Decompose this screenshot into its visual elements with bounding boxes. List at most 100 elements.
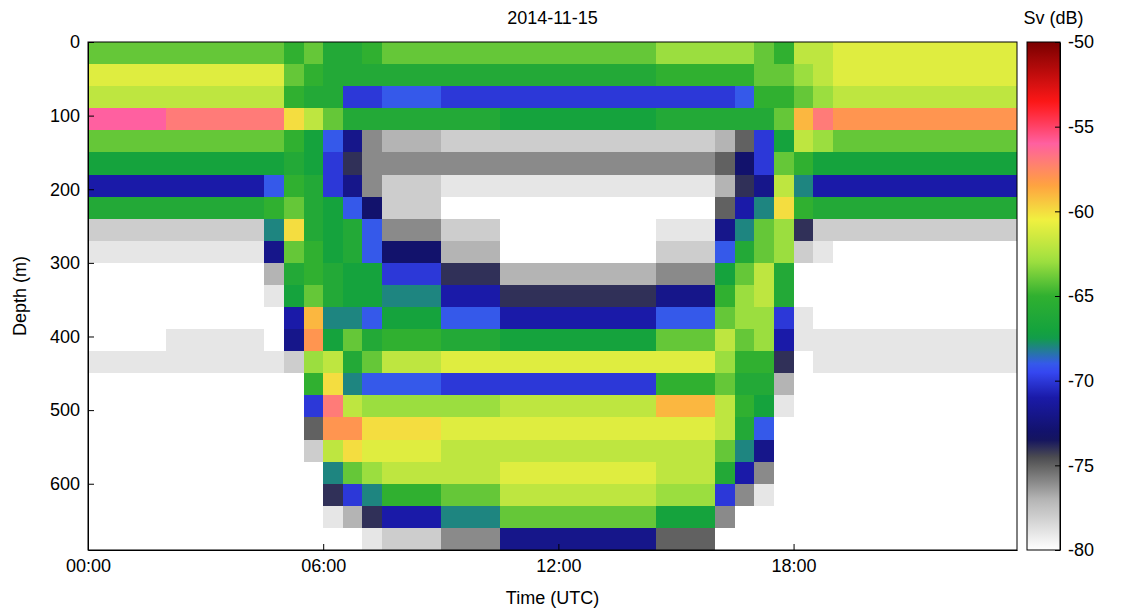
cell (441, 152, 461, 175)
cell (715, 528, 735, 550)
cell (794, 219, 814, 242)
cell (813, 219, 833, 242)
cell (715, 373, 735, 396)
tick-mark (88, 484, 94, 485)
cell (774, 351, 794, 374)
cell (323, 241, 343, 264)
cell (480, 152, 500, 175)
cell (931, 285, 951, 308)
cell (852, 42, 872, 65)
cell (88, 219, 108, 242)
cell (696, 528, 716, 550)
cell (1009, 64, 1017, 87)
cell (480, 351, 500, 374)
cell (794, 175, 814, 198)
cell (480, 373, 500, 396)
cell (656, 219, 676, 242)
cell (362, 417, 382, 440)
cell (911, 219, 931, 242)
cell (656, 307, 676, 330)
cell (637, 42, 657, 65)
cell (186, 241, 206, 264)
cell (304, 197, 324, 220)
cell (754, 528, 774, 550)
cell (343, 329, 363, 352)
cell (911, 417, 931, 440)
cell (441, 462, 461, 485)
cell (617, 484, 637, 507)
cell (441, 528, 461, 550)
cell (382, 86, 402, 109)
cell (794, 506, 814, 529)
cell (637, 373, 657, 396)
cell (88, 329, 108, 352)
cell (441, 373, 461, 396)
cell (362, 219, 382, 242)
cell (304, 108, 324, 131)
cell (676, 462, 696, 485)
cell (402, 440, 422, 463)
cell (578, 462, 598, 485)
cell (813, 351, 833, 374)
cell (225, 285, 245, 308)
cell (402, 506, 422, 529)
cell (617, 86, 637, 109)
cell (892, 42, 912, 65)
cell (480, 462, 500, 485)
cell (617, 373, 637, 396)
cell (539, 440, 559, 463)
cell (304, 152, 324, 175)
cell (441, 285, 461, 308)
cell (539, 462, 559, 485)
cell (186, 86, 206, 109)
cell (774, 108, 794, 131)
cell (304, 175, 324, 198)
cell (304, 86, 324, 109)
cell (696, 484, 716, 507)
cell (284, 484, 304, 507)
cell (500, 175, 520, 198)
cell (794, 329, 814, 352)
cell (206, 130, 226, 153)
cell (774, 197, 794, 220)
cell (500, 241, 520, 264)
cell (598, 86, 618, 109)
cell (284, 263, 304, 286)
cell (598, 395, 618, 418)
cell (617, 64, 637, 87)
cell (578, 440, 598, 463)
cell (696, 108, 716, 131)
cell (774, 219, 794, 242)
cell (931, 351, 951, 374)
cell (284, 152, 304, 175)
cell (362, 263, 382, 286)
cell (715, 108, 735, 131)
cell (813, 42, 833, 65)
cell (460, 395, 480, 418)
cell (813, 484, 833, 507)
cell (852, 263, 872, 286)
cell (245, 219, 265, 242)
cell (225, 307, 245, 330)
cell (872, 440, 892, 463)
tick-mark (1055, 550, 1060, 551)
cell (519, 130, 539, 153)
cell (892, 395, 912, 418)
cell (480, 219, 500, 242)
cell (970, 130, 990, 153)
cell (225, 462, 245, 485)
cell (166, 263, 186, 286)
cell (421, 130, 441, 153)
cell (500, 395, 520, 418)
cell (206, 263, 226, 286)
cell (970, 417, 990, 440)
cell (950, 175, 970, 198)
cell (872, 528, 892, 550)
cell (656, 42, 676, 65)
cell (833, 42, 853, 65)
cell (343, 152, 363, 175)
cell (166, 152, 186, 175)
cell (500, 152, 520, 175)
cell (990, 329, 1010, 352)
cell (735, 506, 755, 529)
